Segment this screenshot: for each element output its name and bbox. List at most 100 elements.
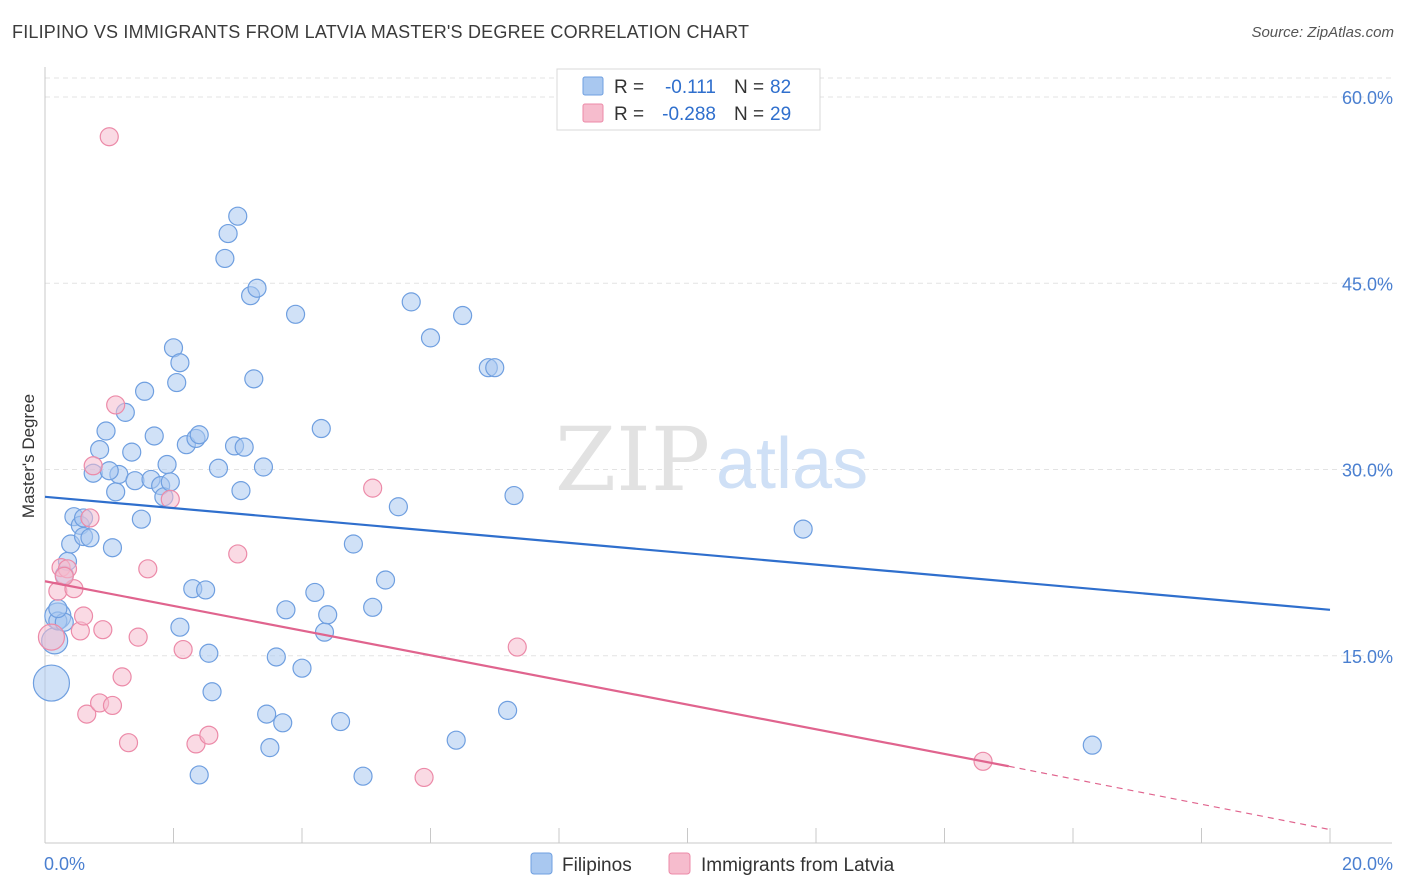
filipino-point-52 [266, 647, 286, 667]
latvia-point-15 [118, 733, 139, 753]
filipino-point-36 [196, 580, 216, 600]
filipino-point-81 [99, 461, 119, 481]
latvia-point-19 [173, 639, 193, 660]
filipino-point-47 [244, 369, 264, 389]
y-tick-labels: 15.0% 30.0% 45.0% 60.0% [1342, 88, 1393, 667]
latvia-point-21 [199, 725, 219, 745]
filipino-point-18 [122, 442, 142, 462]
filipino-point-30 [170, 353, 190, 373]
latvia-trend-extension [1008, 765, 1331, 831]
filipino-point-64 [363, 597, 383, 617]
axes [44, 67, 1392, 844]
filipino-point-41 [218, 223, 238, 244]
watermark-zip: ZIP [555, 408, 710, 511]
latvia-point-24 [414, 767, 434, 788]
filipino-point-51 [260, 738, 280, 758]
data-points [32, 127, 1102, 788]
x-tick-label-1: 20.0% [1342, 854, 1393, 874]
filipino-point-58 [311, 418, 331, 439]
filipino-point-49 [253, 457, 274, 477]
latvia-point-28 [54, 566, 74, 586]
latvia-point-11 [93, 620, 113, 640]
source-label: Source: ZipAtlas.com [1251, 24, 1394, 41]
legend-n-value-1: 29 [770, 104, 791, 125]
filipino-point-50 [257, 704, 277, 724]
filipino-point-40 [215, 248, 235, 269]
filipino-point-45 [234, 437, 254, 457]
filipino-point-39 [208, 458, 229, 478]
legend-r-value-1: -0.288 [662, 104, 716, 125]
filipino-point-27 [160, 472, 180, 492]
legend-swatch-latvia [582, 103, 604, 123]
y-axis-label: Master's Degree [19, 394, 38, 518]
filipino-point-56 [292, 658, 312, 678]
latvia-point-22 [228, 544, 248, 564]
trend-lines [44, 495, 1331, 831]
latvia-point-9 [83, 456, 103, 476]
filipino-point-13 [96, 421, 116, 441]
filipino-point-67 [401, 292, 421, 312]
latvia-trend-line [44, 580, 1009, 768]
filipino-point-74 [504, 485, 524, 506]
filipino-point-65 [375, 570, 396, 590]
filipino-point-20 [131, 509, 151, 529]
bottom-legend: Filipinos Immigrants from Latvia [530, 852, 895, 876]
filipino-point-48 [247, 278, 267, 298]
latvia-point-17 [138, 559, 158, 579]
y-tick-label-0: 15.0% [1342, 647, 1393, 667]
filipino-point-55 [285, 304, 306, 324]
filipino-point-10 [80, 528, 100, 548]
legend-box: R = -0.111 N = 82 R = -0.288 N = 29 [556, 68, 821, 131]
latvia-point-23 [363, 478, 383, 498]
x-tick-labels: 0.0% 20.0% [44, 854, 1393, 874]
y-tick-label-2: 45.0% [1342, 274, 1393, 294]
filipino-point-57 [305, 582, 325, 603]
filipino-point-69 [446, 730, 466, 750]
y-tick-label-3: 60.0% [1342, 88, 1393, 108]
filipino-point-23 [144, 426, 164, 446]
filipino-point-53 [273, 713, 293, 733]
legend-r-label-1: R = [614, 104, 644, 125]
filipino-point-75 [793, 519, 813, 539]
filipino-point-54 [276, 600, 296, 620]
legend-n-label-0: N = [734, 77, 764, 98]
filipino-point-62 [343, 534, 363, 554]
legend-swatch-filipinos [582, 76, 604, 96]
filipino-point-35 [189, 425, 209, 445]
filipino-point-31 [170, 617, 190, 637]
filipino-point-14 [102, 538, 123, 558]
filipino-point-19 [125, 471, 145, 491]
watermark-atlas: atlas [716, 424, 868, 504]
chart-title: FILIPINO VS IMMIGRANTS FROM LATVIA MASTE… [12, 22, 750, 42]
filipino-point-61 [330, 711, 351, 732]
filipino-point-73 [498, 700, 518, 720]
filipino-point-70 [453, 305, 473, 326]
filipino-point-43 [228, 206, 248, 226]
filipino-point-26 [157, 454, 177, 475]
filipino-point-68 [420, 328, 441, 348]
filipino-point-66 [388, 497, 408, 517]
latvia-point-18 [160, 489, 180, 509]
filipino-point-59 [314, 622, 335, 642]
bottom-legend-label-filipinos: Filipinos [562, 855, 632, 876]
filipino-point-29 [167, 372, 187, 393]
filipino-point-15 [106, 482, 126, 502]
legend-n-label-1: N = [734, 104, 764, 125]
latvia-point-27 [99, 127, 119, 147]
latvia-point-8 [77, 704, 97, 724]
filipino-point-76 [1082, 735, 1102, 755]
filipino-point-38 [202, 682, 222, 702]
latvia-point-12 [102, 695, 123, 716]
bottom-legend-swatch-filipinos [530, 852, 553, 875]
legend-n-value-0: 82 [770, 77, 791, 98]
latvia-point-7 [80, 508, 100, 528]
latvia-point-16 [128, 627, 148, 647]
bottom-legend-label-latvia: Immigrants from Latvia [701, 855, 895, 876]
latvia-point-25 [507, 637, 527, 657]
filipino-trend-line [44, 495, 1331, 611]
filipino-point-77 [189, 765, 209, 785]
filipino-point-12 [90, 440, 110, 460]
filipino-point-0 [32, 664, 71, 702]
x-tick-label-0: 0.0% [44, 854, 85, 874]
